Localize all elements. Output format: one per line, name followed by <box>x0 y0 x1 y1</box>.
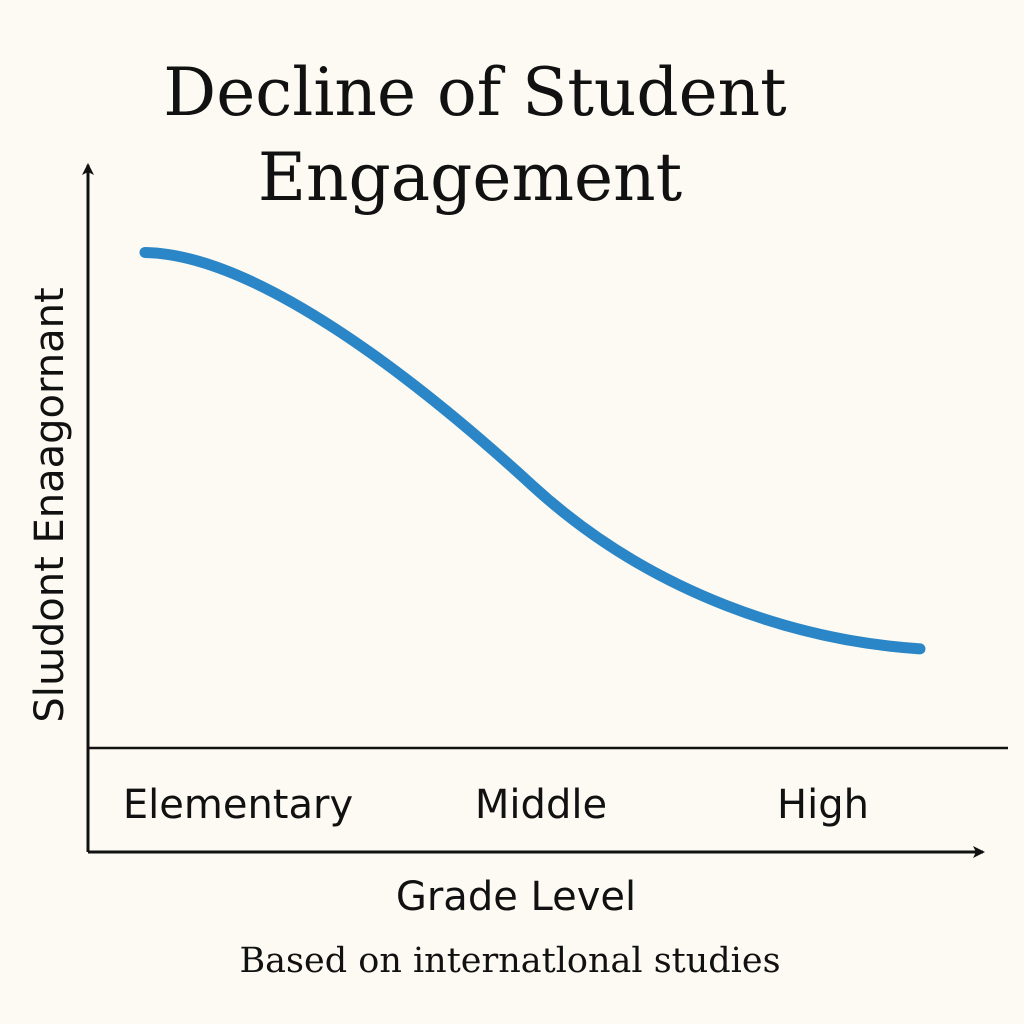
x-tick-label-middle: Middle <box>475 782 607 828</box>
x-axis-label: Grade Level <box>396 874 636 920</box>
source-note: Based on internatlonal studies <box>239 941 780 981</box>
series-layer <box>139 246 926 655</box>
chart-title-line-2: Engagement <box>258 139 682 216</box>
x-tick-label-high: High <box>777 782 869 828</box>
series-line-0 <box>139 246 926 655</box>
chart-title-line-1: Decline of Student <box>163 54 786 131</box>
y-axis-label: Slɯdont Enaagornant <box>27 287 73 722</box>
x-tick-label-elementary: Elementary <box>123 782 353 828</box>
